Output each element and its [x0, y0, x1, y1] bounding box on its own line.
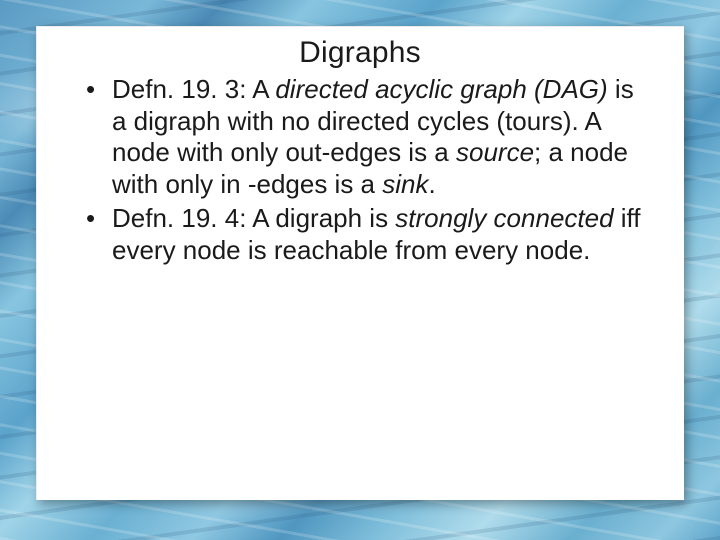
text-segment: . [429, 169, 436, 199]
text-segment-italic: strongly connected [395, 203, 613, 233]
text-segment-italic: sink [382, 169, 428, 199]
text-segment-italic: source [456, 137, 534, 167]
bullet-list: Defn. 19. 3: A directed acyclic graph (D… [70, 74, 650, 266]
text-segment: Defn. 19. 4: A digraph is [112, 203, 395, 233]
slide-card: Digraphs Defn. 19. 3: A directed acyclic… [36, 26, 684, 500]
text-segment: Defn. 19. 3: A [112, 74, 275, 104]
text-segment-italic: directed acyclic graph (DAG) [275, 74, 607, 104]
bullet-item: Defn. 19. 3: A directed acyclic graph (D… [92, 74, 650, 201]
slide-title: Digraphs [70, 36, 650, 70]
bullet-item: Defn. 19. 4: A digraph is strongly conne… [92, 203, 650, 266]
